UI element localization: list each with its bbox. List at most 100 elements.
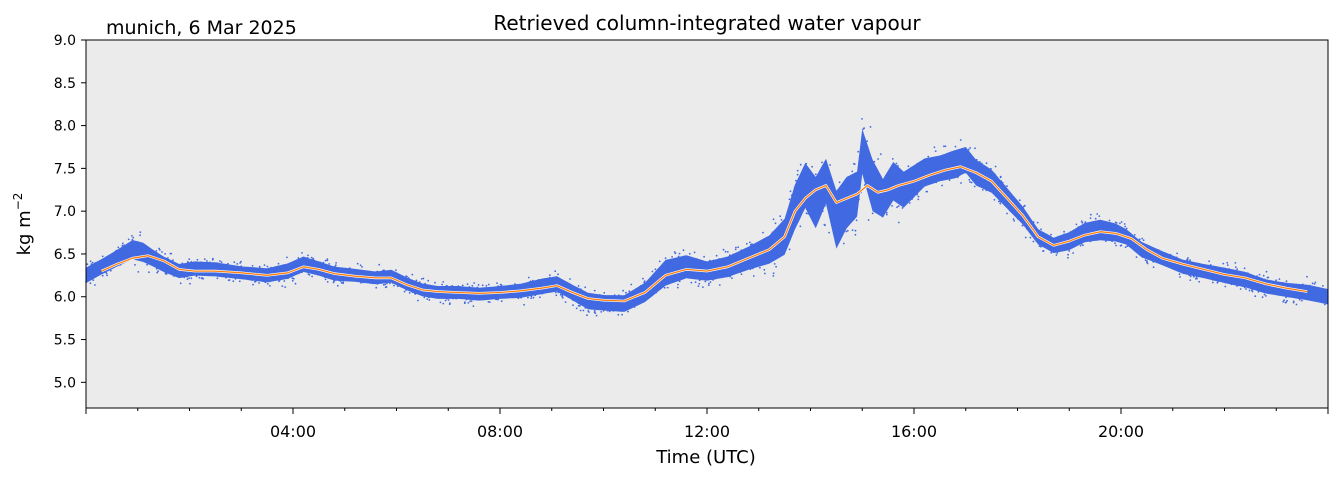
scatter-point xyxy=(1103,222,1106,225)
scatter-point xyxy=(974,147,976,150)
scatter-point xyxy=(679,276,681,279)
scatter-point xyxy=(981,189,984,191)
scatter-point xyxy=(308,263,311,266)
scatter-point xyxy=(949,155,952,158)
scatter-point xyxy=(582,309,585,312)
scatter-point xyxy=(409,282,412,285)
scatter-point xyxy=(554,282,556,285)
scatter-point xyxy=(136,242,139,245)
scatter-point xyxy=(1316,293,1318,296)
scatter-point xyxy=(788,198,791,201)
y-tick-label: 9.0 xyxy=(54,33,76,49)
scatter-point xyxy=(775,229,777,231)
scatter-point xyxy=(577,305,580,307)
scatter-point xyxy=(328,263,331,265)
scatter-point xyxy=(109,269,112,272)
scatter-point xyxy=(1289,294,1292,297)
scatter-point xyxy=(569,296,572,299)
scatter-point xyxy=(1279,290,1282,293)
scatter-point xyxy=(360,273,362,276)
scatter-point xyxy=(586,314,588,317)
scatter-point xyxy=(775,265,777,268)
scatter-point xyxy=(752,275,755,277)
scatter-point xyxy=(750,249,753,252)
scatter-point xyxy=(252,275,255,278)
scatter-point xyxy=(932,163,935,166)
scatter-point xyxy=(1021,224,1024,227)
scatter-point xyxy=(310,256,313,259)
scatter-point xyxy=(813,183,815,185)
scatter-point xyxy=(1257,290,1260,293)
scatter-point xyxy=(226,273,229,276)
scatter-point xyxy=(702,286,704,288)
scatter-point xyxy=(332,266,335,268)
scatter-point xyxy=(930,158,933,161)
scatter-point xyxy=(1265,270,1268,273)
scatter-point xyxy=(411,273,414,276)
scatter-point xyxy=(724,250,727,253)
scatter-point xyxy=(464,301,466,304)
scatter-point xyxy=(522,291,524,294)
scatter-point xyxy=(552,288,555,291)
scatter-point xyxy=(526,284,529,286)
scatter-point xyxy=(1037,241,1039,244)
scatter-point xyxy=(89,267,92,270)
scatter-point xyxy=(821,190,823,193)
scatter-point xyxy=(1241,282,1243,284)
scatter-point xyxy=(347,270,350,273)
scatter-point xyxy=(644,282,647,285)
scatter-point xyxy=(454,288,456,291)
scatter-point xyxy=(604,296,606,298)
scatter-point xyxy=(896,206,898,209)
scatter-point xyxy=(847,191,850,193)
scatter-point xyxy=(1061,245,1063,248)
scatter-point xyxy=(1014,201,1016,204)
scatter-point xyxy=(676,276,678,278)
scatter-point xyxy=(842,242,845,245)
scatter-point xyxy=(1154,250,1157,252)
scatter-point xyxy=(1096,227,1099,230)
scatter-point xyxy=(596,300,599,303)
scatter-point xyxy=(1056,240,1058,243)
scatter-point xyxy=(933,165,936,168)
scatter-point xyxy=(1308,298,1311,300)
scatter-point xyxy=(600,311,603,313)
scatter-point xyxy=(1234,283,1237,285)
scatter-point xyxy=(682,249,685,252)
scatter-point xyxy=(189,266,192,269)
scatter-point xyxy=(1057,249,1060,251)
scatter-point xyxy=(234,276,237,279)
scatter-point xyxy=(818,192,821,195)
scatter-point xyxy=(190,277,193,280)
scatter-point xyxy=(411,291,414,294)
scatter-point xyxy=(687,272,689,274)
scatter-point xyxy=(609,303,611,306)
scatter-point xyxy=(822,203,824,206)
scatter-point xyxy=(1130,235,1133,238)
scatter-point xyxy=(999,202,1002,205)
scatter-point xyxy=(1275,288,1278,291)
scatter-point xyxy=(895,162,898,165)
scatter-point xyxy=(577,285,580,287)
scatter-point xyxy=(249,268,252,271)
scatter-point xyxy=(1181,269,1184,272)
scatter-point xyxy=(1293,283,1296,286)
scatter-point xyxy=(1241,284,1244,287)
scatter-band-core xyxy=(86,128,1328,312)
scatter-point xyxy=(572,304,574,306)
scatter-point xyxy=(1017,218,1019,220)
scatter-point xyxy=(939,173,942,176)
scatter-point xyxy=(341,279,343,281)
scatter-point xyxy=(148,252,151,255)
scatter-point xyxy=(584,302,587,305)
scatter-point xyxy=(1062,234,1065,237)
scatter-point xyxy=(206,260,208,262)
scatter-point xyxy=(589,294,592,296)
scatter-point xyxy=(813,195,816,197)
scatter-point xyxy=(342,277,344,280)
scatter-point xyxy=(678,273,681,276)
scatter-point xyxy=(1252,281,1255,284)
scatter-point xyxy=(132,236,135,239)
scatter-point xyxy=(186,275,188,278)
scatter-point xyxy=(105,259,108,262)
